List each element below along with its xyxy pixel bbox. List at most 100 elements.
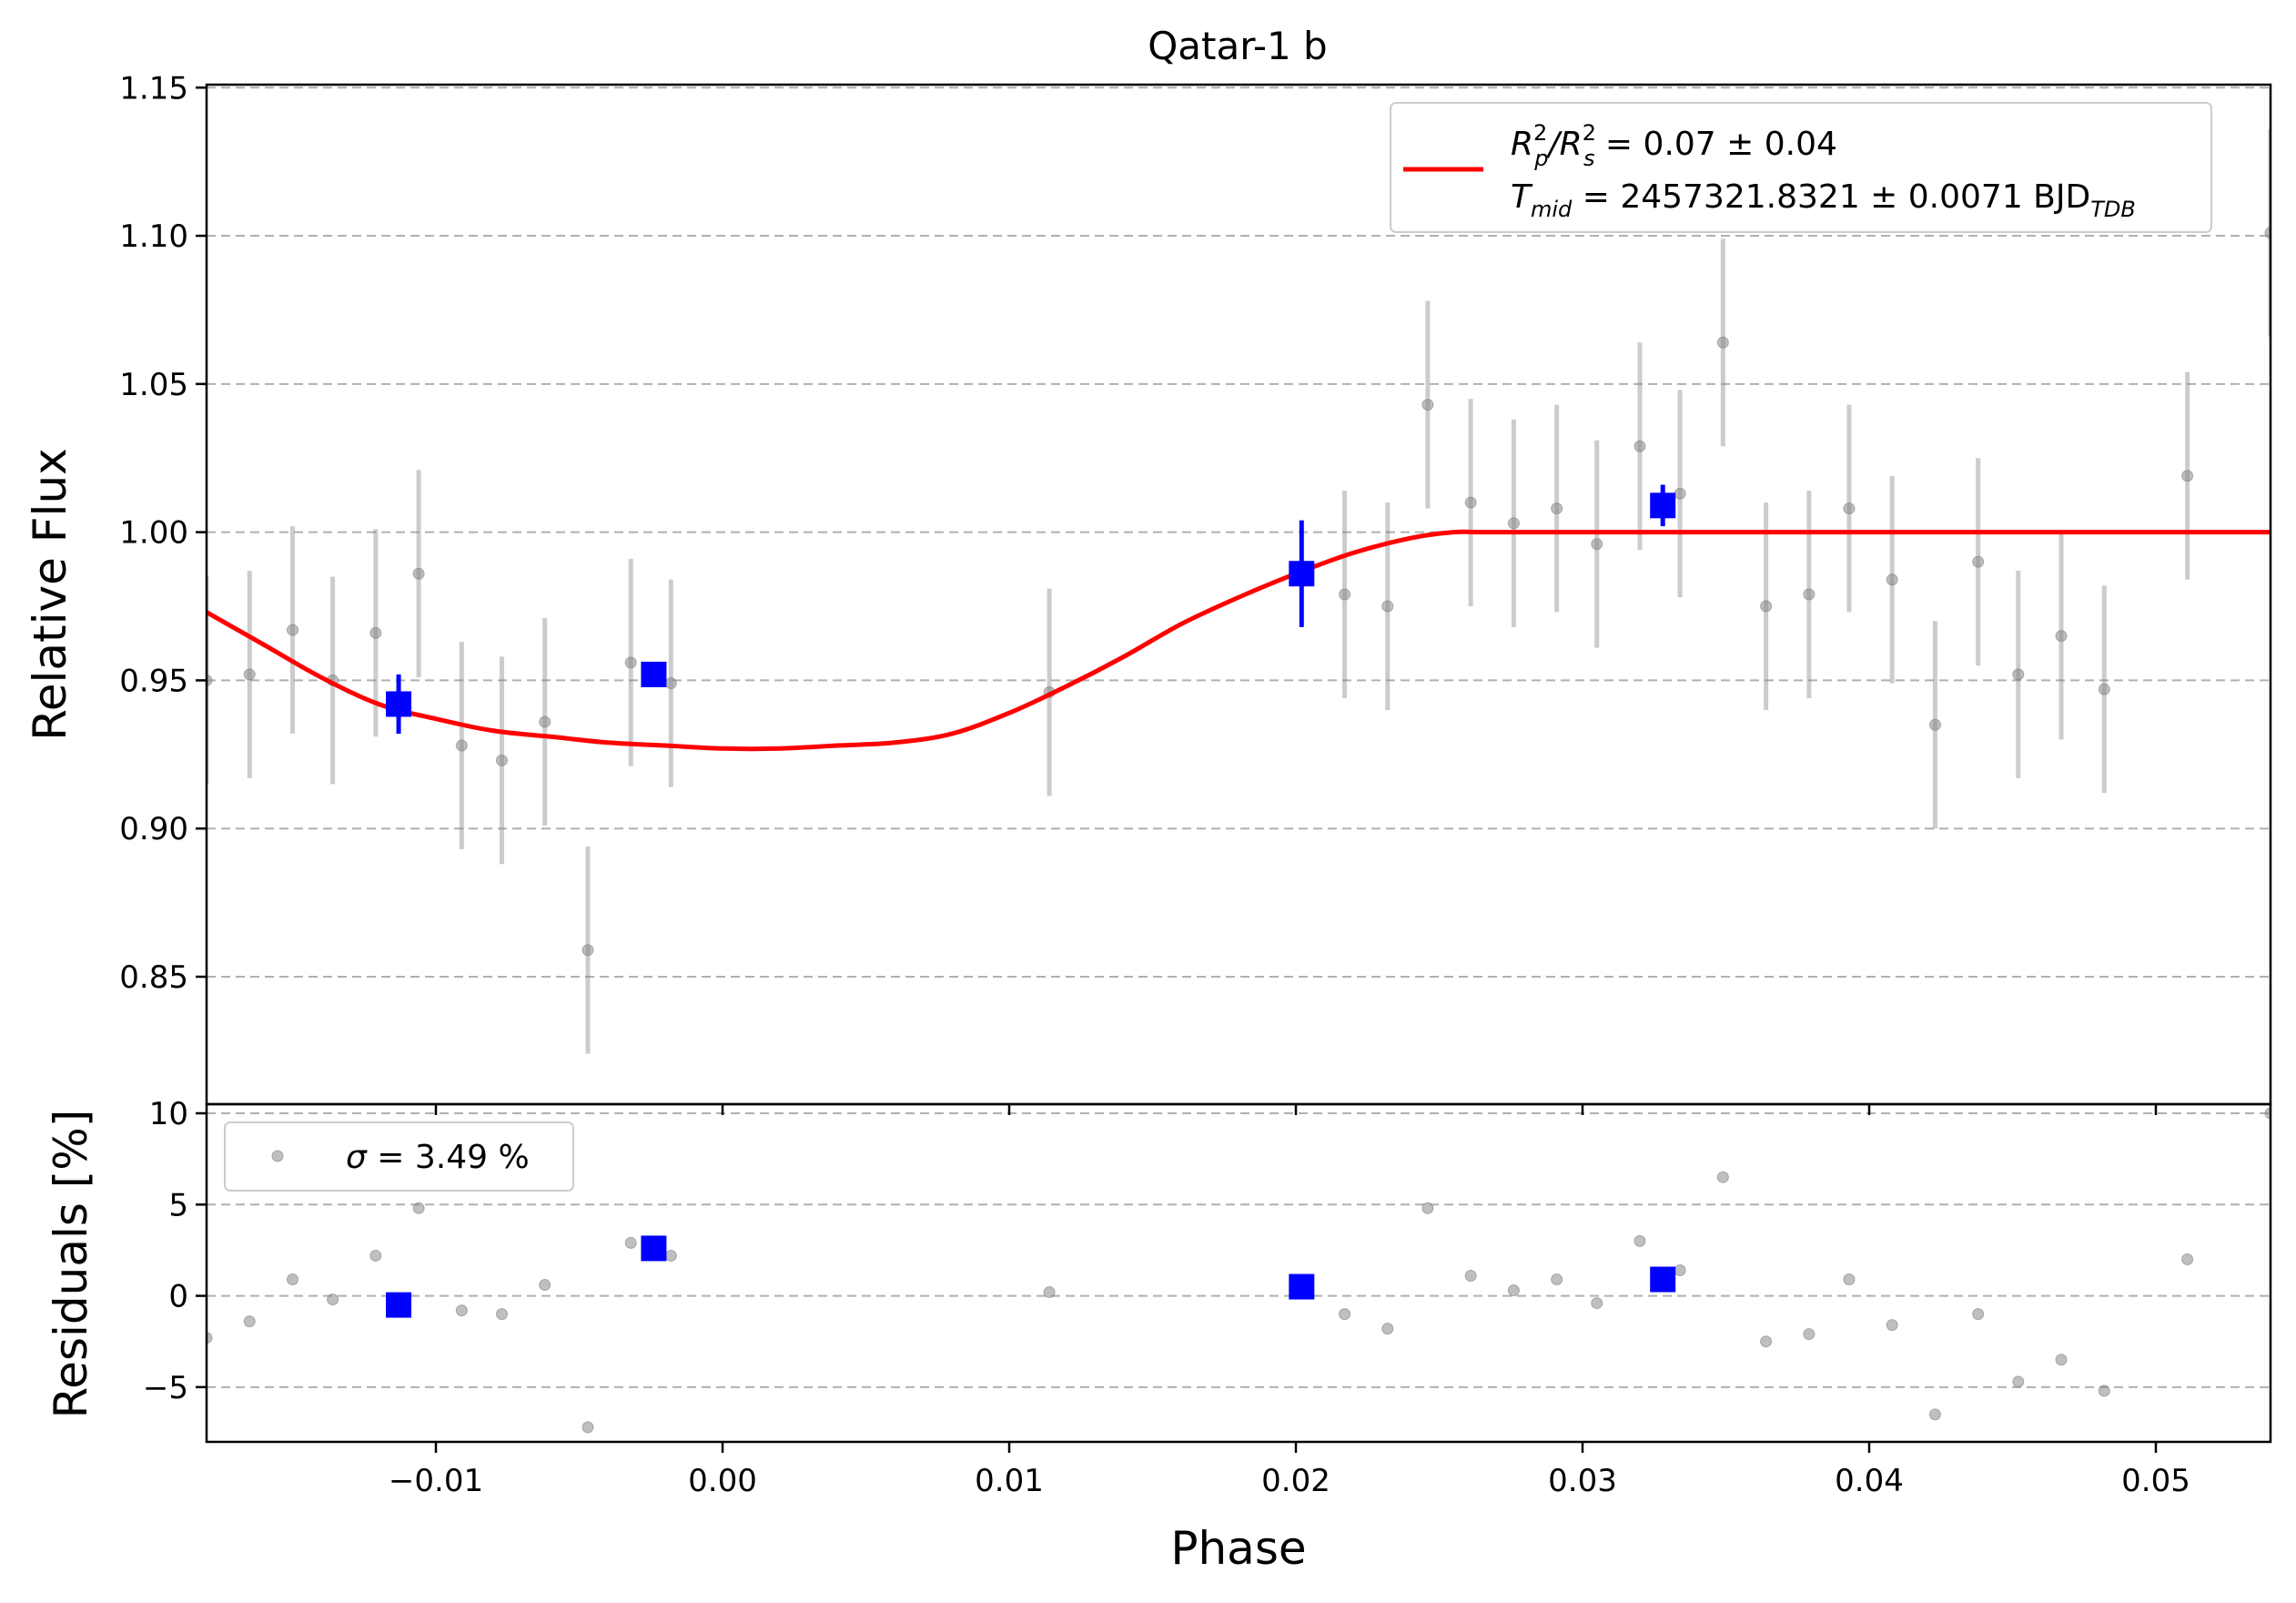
flux-data-point — [455, 739, 468, 752]
flux-binned-point — [1289, 561, 1315, 587]
residuals-data-point — [624, 1236, 637, 1249]
residuals-data-point — [207, 1332, 213, 1344]
residuals-panel: −5 0 5 10 −0.01 0.00 0.01 0.02 0.03 0.04 0.05 Res… — [45, 1096, 2272, 1575]
flux-legend-box — [1390, 102, 2212, 233]
flux-data-point — [624, 656, 637, 669]
flux-data-point — [412, 567, 425, 580]
flux-data-point — [1633, 440, 1646, 452]
residuals-legend-box — [224, 1121, 574, 1192]
residuals-data-point — [1464, 1270, 1477, 1283]
flux-data-point — [1421, 399, 1434, 411]
flux-data-point — [664, 677, 677, 690]
flux-data-point — [1803, 588, 1816, 601]
residuals-x-ticks: −0.01 0.00 0.01 0.02 0.03 0.04 0.05 — [389, 1104, 2190, 1499]
residuals-binned-points — [386, 1235, 1676, 1318]
flux-data-point — [2098, 683, 2110, 695]
legend-depth-text: R2 p/R2 s = 0.07 ± 0.04 — [1511, 120, 1837, 171]
flux-panel: 0.85 0.90 0.95 1.00 1.05 1.10 1.15 Relative Fl… — [24, 70, 2272, 1106]
x-tick-label: 0.00 — [688, 1463, 757, 1499]
flux-data-point — [1507, 517, 1520, 530]
residuals-y-tick-label: 0 — [168, 1279, 188, 1315]
flux-data-point — [1972, 555, 1985, 568]
residuals-y-ticks: −5 0 5 10 — [143, 1096, 207, 1406]
flux-data-point — [1760, 600, 1773, 613]
flux-y-axis-label: Relative Flux — [24, 448, 76, 740]
flux-y-tick-label: 1.05 — [119, 367, 188, 403]
residuals-data-point — [2181, 1253, 2194, 1265]
residuals-data-point — [1551, 1273, 1563, 1286]
residuals-binned-point — [1289, 1273, 1315, 1300]
flux-data-point — [1716, 336, 1729, 349]
residuals-y-tick-label: −5 — [143, 1370, 188, 1406]
flux-binned-points — [386, 484, 1676, 735]
residuals-data-point — [1043, 1286, 1056, 1299]
residuals-data-point — [1633, 1234, 1646, 1247]
legend-tmid-text: Tmid = 2457321.8321 ± 0.0071 BJDTDB — [1511, 178, 2136, 222]
x-tick-label: 0.01 — [975, 1463, 1044, 1499]
flux-y-tick-label: 0.95 — [119, 663, 188, 699]
residuals-y-axis-label: Residuals [%] — [45, 1110, 97, 1419]
flux-data-point — [1339, 588, 1351, 601]
flux-data-point — [287, 624, 298, 636]
flux-data-point — [2055, 630, 2068, 643]
chart-title: Qatar-1 b — [1148, 24, 1327, 68]
residuals-legend: σ = 3.49 % — [224, 1121, 574, 1192]
legend-data-point-swatch — [271, 1150, 284, 1162]
flux-binned-point — [641, 661, 667, 687]
residuals-y-tick-label: 5 — [168, 1187, 188, 1223]
legend-sigma-text: σ = 3.49 % — [346, 1139, 530, 1176]
residuals-data-point — [1972, 1308, 1985, 1321]
flux-data-point — [2012, 668, 2025, 681]
flux-data-point — [243, 668, 256, 681]
residuals-data-point — [1928, 1408, 1941, 1421]
residuals-data-point — [2055, 1354, 2068, 1366]
residuals-data-point — [412, 1202, 425, 1214]
residuals-data-point — [539, 1279, 551, 1292]
residuals-data-point — [1421, 1202, 1434, 1214]
flux-binned-point — [386, 691, 412, 717]
residuals-data-points — [207, 1107, 2271, 1434]
residuals-data-point — [1843, 1273, 1856, 1286]
x-tick-label: 0.02 — [1261, 1463, 1330, 1499]
flux-model-curve — [207, 529, 2271, 752]
residuals-data-point — [455, 1304, 468, 1317]
residuals-axes-frame — [205, 1102, 2272, 1444]
flux-data-point — [1591, 538, 1603, 551]
residuals-data-point — [582, 1421, 594, 1434]
residuals-data-point — [1674, 1263, 1686, 1276]
flux-data-points — [207, 227, 2271, 957]
model-transit-curve — [207, 529, 2271, 752]
residuals-data-point — [2264, 1107, 2271, 1120]
flux-data-point — [495, 754, 508, 766]
residuals-data-point — [243, 1315, 256, 1328]
flux-data-point — [207, 674, 213, 686]
residuals-data-point — [287, 1273, 298, 1286]
residuals-binned-point — [386, 1292, 412, 1318]
residuals-data-point — [327, 1294, 339, 1306]
flux-data-point — [1928, 718, 1941, 731]
x-tick-label: 0.04 — [1835, 1463, 1904, 1499]
residuals-data-point — [2012, 1375, 2025, 1388]
flux-y-tick-label: 1.10 — [119, 218, 188, 255]
residuals-data-point — [1716, 1171, 1729, 1183]
flux-y-tick-label: 1.00 — [119, 515, 188, 552]
flux-data-point — [582, 944, 594, 957]
residuals-data-point — [1886, 1319, 1898, 1332]
x-tick-label: 0.05 — [2121, 1463, 2190, 1499]
flux-data-point — [1464, 496, 1477, 509]
flux-data-point — [1674, 487, 1686, 500]
flux-data-point — [1843, 502, 1856, 515]
residuals-data-point — [1591, 1297, 1603, 1310]
flux-data-point — [539, 715, 551, 728]
flux-data-point — [369, 626, 382, 639]
residuals-data-point — [1507, 1284, 1520, 1297]
flux-y-ticks: 0.85 0.90 0.95 1.00 1.05 1.10 1.15 — [119, 70, 207, 996]
flux-y-tick-label: 1.15 — [119, 70, 188, 107]
residuals-gridlines — [207, 1112, 2271, 1388]
flux-y-tick-label: 0.85 — [119, 959, 188, 996]
flux-data-point — [1886, 573, 1898, 586]
flux-data-point — [2181, 470, 2194, 482]
flux-data-point — [1381, 600, 1394, 613]
x-tick-label: 0.03 — [1548, 1463, 1617, 1499]
